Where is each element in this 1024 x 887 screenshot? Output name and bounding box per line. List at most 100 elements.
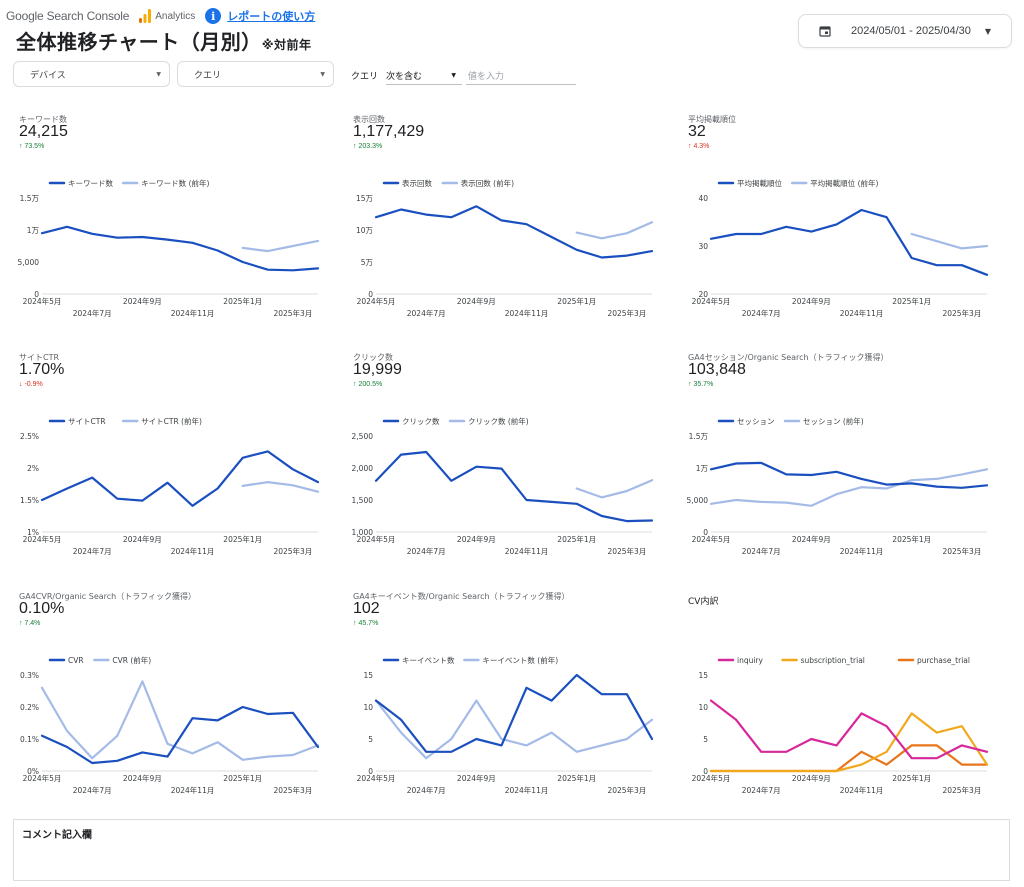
kpi-delta: ↑ 45.7%: [353, 620, 379, 627]
query-dropdown[interactable]: クエリ ▼: [177, 61, 334, 87]
x-tick-label: 2024年7月: [407, 308, 446, 318]
date-range-value: 2024/05/01 - 2025/04/30: [851, 25, 971, 37]
search-console-logo[interactable]: Google Search Console: [6, 9, 130, 23]
cv-breakdown-card: inquiry subscription_trial purchase_trial 0…: [685, 591, 1005, 811]
legend-label[interactable]: サイトCTR (前年): [141, 416, 202, 426]
legend-label[interactable]: subscription_trial: [801, 656, 865, 665]
legend-label[interactable]: キーイベント数 (前年): [482, 655, 558, 665]
y-tick-label: 2.5%: [20, 432, 39, 441]
clicks-line-chart[interactable]: クリック数 クリック数 (前年) 1,000 1,500 2,000 2,500 2024年…: [350, 407, 670, 617]
kpi-card-clicks: クリック数 19,999 ↑ 200.5% クリック数 クリック数 (前年) 1,0…: [350, 352, 670, 572]
kpi-value: 0.10%: [19, 600, 65, 617]
legend-label[interactable]: 平均掲載順位: [737, 178, 782, 188]
date-range-picker[interactable]: 2024/05/01 - 2025/04/30 ▼: [798, 14, 1012, 48]
legend-label[interactable]: CVR (前年): [112, 655, 151, 665]
query-value-input[interactable]: 値を入力: [466, 66, 576, 85]
x-tick-label: 2025年3月: [942, 308, 981, 318]
series-line[interactable]: [40, 225, 320, 272]
howto-label[interactable]: レポートの使い方: [227, 10, 316, 23]
impressions-line-chart[interactable]: 表示回数 表示回数 (前年) 0 5万 10万 15万 2024年5月 2024年9月 2025…: [350, 169, 670, 379]
y-tick-label: 2%: [27, 464, 39, 473]
sessions-line-chart[interactable]: セッション セッション (前年) 0 5,000 1万 1.5万 2024年5月 2024年9…: [685, 407, 1005, 617]
x-tick-label: 2024年5月: [692, 296, 731, 306]
delta-arrow-icon: ↑: [19, 143, 23, 150]
series-line[interactable]: [709, 699, 989, 760]
ctr-line-chart[interactable]: サイトCTR サイトCTR (前年) 1% 1.5% 2% 2.5% 2024年5月 2024…: [16, 407, 336, 617]
series-line[interactable]: [374, 673, 654, 753]
delta-arrow-icon: ↓: [19, 381, 23, 388]
series-line[interactable]: [241, 239, 320, 253]
x-tick-label: 2025年3月: [607, 308, 646, 318]
analytics-logo[interactable]: Analytics: [139, 9, 195, 23]
legend-label[interactable]: セッション: [737, 417, 775, 426]
legend-label[interactable]: セッション (前年): [803, 416, 864, 426]
series-line[interactable]: [709, 712, 989, 773]
query-dropdown-label: クエリ: [194, 70, 222, 81]
series-line[interactable]: [40, 450, 320, 507]
legend-label[interactable]: サイトCTR: [68, 417, 106, 426]
legend-label[interactable]: キーワード数 (前年): [141, 178, 209, 188]
legend-label[interactable]: クリック数: [402, 416, 440, 426]
y-tick-label: 0: [34, 290, 39, 299]
x-tick-label: 2024年5月: [357, 773, 396, 783]
series-line[interactable]: [910, 232, 989, 250]
cvr-line-chart[interactable]: CVR CVR (前年) 0% 0.1% 0.2% 0.3% 2024年5月 2024年9月 2…: [16, 646, 336, 856]
series-line[interactable]: [40, 680, 320, 761]
caret-down-icon: ▼: [984, 26, 991, 36]
series-line[interactable]: [374, 205, 654, 259]
kpi-delta: ↑ 203.3%: [353, 143, 383, 150]
y-tick-label: 1%: [27, 528, 39, 537]
y-tick-label: 5万: [361, 258, 374, 267]
cv-breakdown-line-chart[interactable]: inquiry subscription_trial purchase_trial 0…: [685, 646, 1005, 856]
kpi-value: 102: [353, 600, 380, 617]
kpi-delta: ↑ 73.5%: [19, 143, 45, 150]
legend-label[interactable]: inquiry: [737, 656, 764, 665]
series-line[interactable]: [374, 450, 654, 523]
comment-label: コメント記入欄: [22, 830, 92, 841]
caret-down-icon: ▼: [156, 70, 161, 78]
legend-label[interactable]: キーイベント数: [402, 655, 455, 665]
kpi-card-keywords: キーワード数 24,215 ↑ 73.5% キーワード数 キーワード数 (前年) 0…: [16, 114, 336, 334]
x-tick-label: 2025年1月: [892, 534, 931, 544]
query-operator-select[interactable]: 次を含む ▼: [386, 66, 462, 85]
kpi-value: 19,999: [353, 361, 402, 378]
y-tick-label: 0: [368, 767, 373, 776]
legend-label[interactable]: 表示回数: [402, 178, 432, 188]
series-line[interactable]: [575, 479, 654, 499]
series-line[interactable]: [40, 705, 320, 765]
y-tick-label: 1,500: [352, 496, 374, 505]
x-tick-label: 2024年7月: [73, 546, 112, 556]
series-line[interactable]: [709, 461, 989, 489]
y-tick-label: 5,000: [18, 258, 40, 267]
y-tick-label: 0.3%: [20, 671, 39, 680]
kpi-label: キーワード数: [19, 115, 67, 124]
device-dropdown[interactable]: デバイス ▼: [13, 61, 170, 87]
query-operator-value: 次を含む: [386, 71, 423, 82]
comment-box[interactable]: コメント記入欄: [13, 819, 1010, 881]
series-line[interactable]: [575, 221, 654, 240]
key-events-line-chart[interactable]: キーイベント数 キーイベント数 (前年) 0 5 10 15 2024年5月 2024年9月 2…: [350, 646, 670, 856]
y-tick-label: 1万: [27, 226, 40, 235]
legend-label[interactable]: 平均掲載順位 (前年): [810, 178, 878, 188]
keywords-line-chart[interactable]: キーワード数 キーワード数 (前年) 0 5,000 1万 1.5万 2024年5月 2024…: [16, 169, 336, 379]
x-tick-label: 2025年1月: [223, 296, 262, 306]
legend-label[interactable]: purchase_trial: [917, 656, 970, 665]
x-tick-label: 2024年5月: [23, 534, 62, 544]
series-line[interactable]: [709, 208, 989, 276]
device-dropdown-label: デバイス: [30, 70, 66, 81]
howto-link[interactable]: i レポートの使い方: [205, 8, 315, 24]
y-tick-label: 1.5万: [20, 194, 40, 203]
kpi-label: GA4セッション/Organic Search（トラフィック獲得）: [688, 353, 889, 362]
legend-label[interactable]: CVR: [68, 656, 84, 665]
series-line[interactable]: [709, 468, 989, 507]
legend-label[interactable]: 表示回数 (前年): [461, 178, 514, 188]
legend-label[interactable]: キーワード数: [68, 178, 113, 188]
kpi-value: 24,215: [19, 123, 68, 140]
x-tick-label: 2025年1月: [557, 773, 596, 783]
analytics-icon: [139, 9, 152, 23]
legend-label[interactable]: クリック数 (前年): [468, 416, 529, 426]
position-line-chart[interactable]: 平均掲載順位 平均掲載順位 (前年) 20 30 40 2024年5月 2024年9月 202…: [685, 169, 1005, 379]
series-line[interactable]: [241, 481, 320, 493]
series-line[interactable]: [374, 699, 654, 760]
x-tick-label: 2024年7月: [73, 785, 112, 795]
